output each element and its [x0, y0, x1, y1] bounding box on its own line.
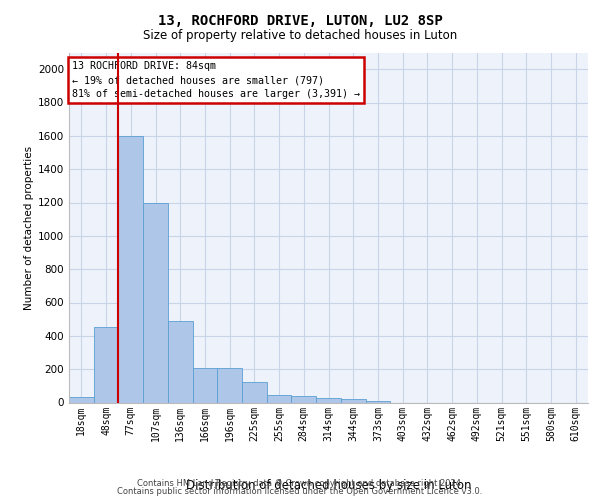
- Bar: [316, 398, 341, 402]
- Text: 13 ROCHFORD DRIVE: 84sqm
← 19% of detached houses are smaller (797)
81% of semi-: 13 ROCHFORD DRIVE: 84sqm ← 19% of detach…: [71, 61, 359, 99]
- Bar: [69, 396, 94, 402]
- Bar: [193, 368, 217, 402]
- Bar: [292, 396, 316, 402]
- Bar: [94, 326, 118, 402]
- Bar: [242, 382, 267, 402]
- Bar: [118, 136, 143, 402]
- Text: Contains HM Land Registry data © Crown copyright and database right 2024.: Contains HM Land Registry data © Crown c…: [137, 478, 463, 488]
- Bar: [217, 368, 242, 402]
- Bar: [168, 321, 193, 402]
- Text: 13, ROCHFORD DRIVE, LUTON, LU2 8SP: 13, ROCHFORD DRIVE, LUTON, LU2 8SP: [158, 14, 442, 28]
- Bar: [365, 400, 390, 402]
- Bar: [143, 202, 168, 402]
- Y-axis label: Number of detached properties: Number of detached properties: [24, 146, 34, 310]
- X-axis label: Distribution of detached houses by size in Luton: Distribution of detached houses by size …: [186, 480, 471, 492]
- Text: Contains public sector information licensed under the Open Government Licence v3: Contains public sector information licen…: [118, 487, 482, 496]
- Bar: [341, 399, 365, 402]
- Bar: [267, 395, 292, 402]
- Text: Size of property relative to detached houses in Luton: Size of property relative to detached ho…: [143, 29, 457, 42]
